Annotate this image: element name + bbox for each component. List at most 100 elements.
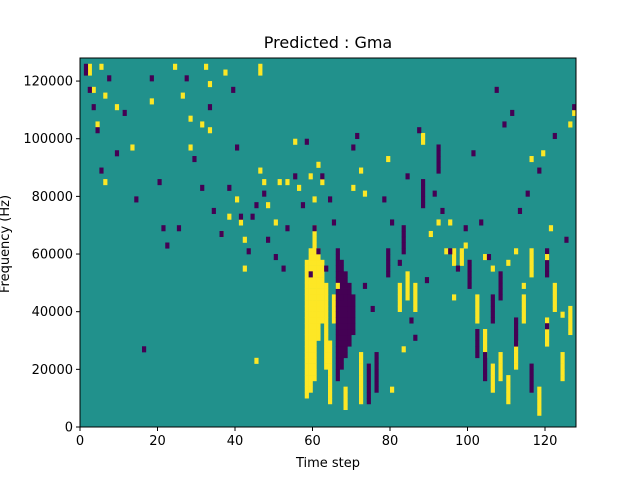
heatmap-cell-positive <box>452 254 457 261</box>
heatmap-cell-positive <box>304 334 309 341</box>
heatmap-cell-positive <box>560 375 565 382</box>
heatmap-cell-positive <box>514 363 519 370</box>
heatmap-cell-negative <box>134 196 139 203</box>
heatmap-cell-negative <box>386 248 391 255</box>
heatmap-cell-positive <box>560 363 565 370</box>
heatmap-cell-positive <box>204 63 209 70</box>
heatmap-cell-negative <box>343 282 348 289</box>
heatmap-cell-positive <box>324 288 329 295</box>
heatmap-cell-positive <box>304 363 309 370</box>
heatmap-cell-positive <box>308 357 313 364</box>
heatmap-cell-negative <box>266 236 271 243</box>
heatmap-cell-negative <box>343 328 348 336</box>
heatmap-cell-negative <box>490 317 495 324</box>
heatmap-cell-positive <box>308 328 313 336</box>
heatmap-cell-negative <box>273 254 278 261</box>
heatmap-cell-positive <box>436 219 441 226</box>
heatmap-cell-negative <box>475 334 480 341</box>
heatmap-cell-negative <box>335 323 340 330</box>
heatmap-cell-negative <box>370 305 375 312</box>
heatmap-cell-positive <box>521 282 526 289</box>
heatmap-cell-negative <box>564 236 569 243</box>
heatmap-cell-positive <box>490 265 495 272</box>
heatmap-cell-positive <box>312 265 317 272</box>
heatmap-cell-positive <box>537 386 542 393</box>
heatmap-cell-positive <box>312 254 317 261</box>
heatmap-cell-negative <box>514 328 519 336</box>
heatmap-cell-positive <box>343 392 348 399</box>
heatmap-cell-positive <box>308 346 313 353</box>
heatmap-cell-positive <box>223 69 228 76</box>
heatmap-cell-negative <box>99 167 104 174</box>
y-tick-label: 120000 <box>23 75 73 90</box>
heatmap-cell-negative <box>498 277 503 284</box>
heatmap-cell-negative <box>479 219 484 226</box>
heatmap-cell-positive <box>312 340 317 347</box>
heatmap-cell-negative <box>421 202 426 209</box>
heatmap-cell-positive <box>537 392 542 399</box>
heatmap-cell-negative <box>339 311 344 318</box>
heatmap-cell-negative <box>483 375 488 382</box>
heatmap-cell-positive <box>498 352 503 359</box>
heatmap-cell-positive <box>324 352 329 359</box>
heatmap-cell-positive <box>312 346 317 353</box>
heatmap-cell-positive <box>304 282 309 289</box>
heatmap-cell-negative <box>339 277 344 284</box>
heatmap-cell-positive <box>258 69 263 76</box>
x-tick-label: 80 <box>382 434 399 449</box>
heatmap-cell-negative <box>351 311 356 318</box>
heatmap-cell-positive <box>413 294 418 301</box>
heatmap-cell-positive <box>320 277 325 284</box>
heatmap-cell-positive <box>308 282 313 289</box>
y-axis: 0 20000 40000 60000 80000 100000 120000 <box>23 75 80 436</box>
heatmap-cell-negative <box>436 150 441 157</box>
heatmap-cell-negative <box>343 317 348 324</box>
heatmap-cell-negative <box>545 323 550 330</box>
heatmap-cell-positive <box>304 328 309 336</box>
heatmap-cell-positive <box>335 282 340 289</box>
heatmap-cell-positive <box>490 375 495 382</box>
heatmap-cell-positive <box>312 369 317 376</box>
heatmap-cell-negative <box>401 236 406 243</box>
heatmap-cell-positive <box>331 317 337 324</box>
heatmap-cell-positive <box>308 254 313 261</box>
heatmap-cell-negative <box>219 230 224 238</box>
heatmap-cell-negative <box>87 86 92 93</box>
heatmap-cell-negative <box>374 357 379 364</box>
heatmap-cell-positive <box>312 294 317 301</box>
heatmap-cell-positive <box>316 300 321 307</box>
heatmap-cell-negative <box>436 156 441 163</box>
heatmap-cell-positive <box>320 305 325 312</box>
heatmap-cell-positive <box>552 294 557 301</box>
heatmap-cell-negative <box>142 346 147 353</box>
heatmap-cell-negative <box>304 138 309 145</box>
heatmap-cell-positive <box>328 386 333 393</box>
heatmap-cell-positive <box>328 357 333 364</box>
heatmap-cell-negative <box>343 305 348 312</box>
heatmap-cell-positive <box>258 63 263 70</box>
heatmap-cell-positive <box>312 311 317 318</box>
heatmap-cell-positive <box>514 346 519 353</box>
heatmap-cell-positive <box>475 294 480 301</box>
heatmap-cell-negative <box>510 109 515 116</box>
heatmap-cell-positive <box>413 305 418 312</box>
heatmap-cell-positive <box>529 254 534 261</box>
heatmap-cell-negative <box>409 317 414 324</box>
heatmap-cell-negative <box>366 369 371 376</box>
heatmap-cell-positive <box>304 340 309 347</box>
heatmap-cell-positive <box>343 403 348 411</box>
heatmap-cell-positive <box>304 357 309 364</box>
heatmap-cell-negative <box>351 294 356 301</box>
heatmap-cell-positive <box>328 380 333 387</box>
heatmap-cell-negative <box>347 328 352 336</box>
heatmap-cell-positive <box>266 202 271 209</box>
heatmap-cell-negative <box>328 196 333 203</box>
heatmap-cell-positive <box>207 127 213 134</box>
heatmap-cell-positive <box>545 254 550 261</box>
heatmap-cell-positive <box>316 254 321 261</box>
heatmap-cell-positive <box>405 288 410 295</box>
heatmap-cell-positive <box>568 121 573 128</box>
heatmap-cell-positive <box>304 380 309 387</box>
heatmap-cell-negative <box>316 248 321 255</box>
heatmap-cell-negative <box>339 334 344 341</box>
